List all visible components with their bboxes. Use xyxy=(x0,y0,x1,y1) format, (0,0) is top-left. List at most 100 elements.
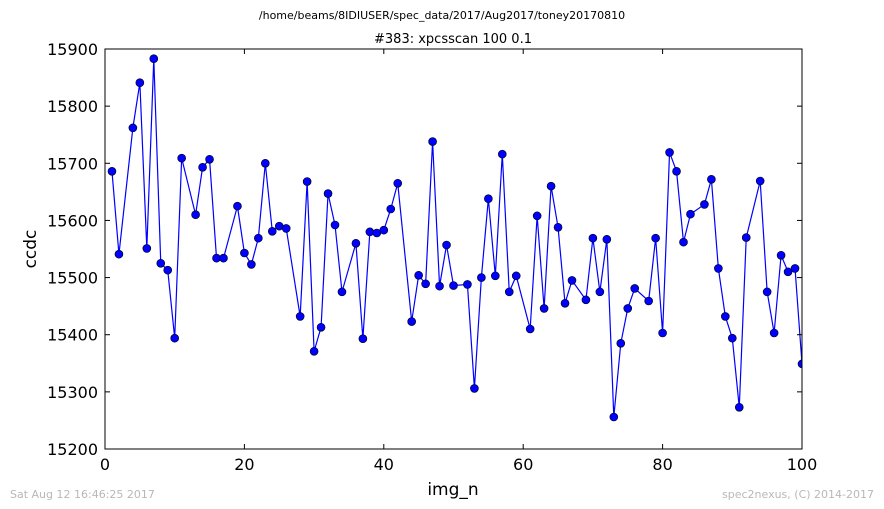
data-point xyxy=(324,190,332,198)
data-point xyxy=(366,228,374,236)
series-line xyxy=(112,59,802,417)
data-point xyxy=(331,221,339,229)
data-point xyxy=(617,339,625,347)
data-point xyxy=(589,234,597,242)
data-point xyxy=(631,284,639,292)
data-point xyxy=(463,280,471,288)
y-tick-label: 15500 xyxy=(47,269,98,288)
data-point xyxy=(443,241,451,249)
data-point xyxy=(296,312,304,320)
data-point xyxy=(261,159,269,167)
y-tick-label: 15700 xyxy=(47,154,98,173)
data-point xyxy=(561,299,569,307)
data-point xyxy=(652,234,660,242)
figure-supertitle: /home/beams/8IDIUSER/spec_data/2017/Aug2… xyxy=(259,9,625,22)
data-point xyxy=(735,403,743,411)
data-point xyxy=(303,178,311,186)
data-point xyxy=(728,334,736,342)
x-tick-label: 0 xyxy=(100,455,110,474)
x-axis-label: img_n xyxy=(427,480,478,500)
data-point xyxy=(756,177,764,185)
data-point xyxy=(136,79,144,87)
data-point xyxy=(115,250,123,258)
plot-frame xyxy=(105,49,802,449)
y-tick-label: 15300 xyxy=(47,383,98,402)
data-point xyxy=(491,272,499,280)
chart-title: #383: xpcsscan 100 0.1 xyxy=(374,32,532,47)
data-point xyxy=(533,212,541,220)
data-point xyxy=(477,274,485,282)
y-tick-label: 15800 xyxy=(47,97,98,116)
footer-timestamp: Sat Aug 12 16:46:25 2017 xyxy=(10,488,155,501)
data-point xyxy=(540,304,548,312)
data-point xyxy=(554,223,562,231)
x-tick-label: 100 xyxy=(787,455,818,474)
data-point xyxy=(526,325,534,333)
data-point xyxy=(192,211,200,219)
data-point xyxy=(429,138,437,146)
y-tick-label: 15900 xyxy=(47,40,98,59)
y-axis-label: ccdc xyxy=(21,230,41,269)
data-point xyxy=(484,195,492,203)
data-point xyxy=(240,249,248,257)
data-point xyxy=(721,312,729,320)
data-point xyxy=(394,179,402,187)
data-point xyxy=(505,288,513,296)
data-point xyxy=(317,323,325,331)
data-point xyxy=(219,254,227,262)
x-tick-label: 40 xyxy=(374,455,394,474)
data-point xyxy=(714,264,722,272)
y-tick-label: 15400 xyxy=(47,326,98,345)
data-point xyxy=(666,148,674,156)
data-point xyxy=(596,288,604,296)
x-tick-label: 60 xyxy=(513,455,533,474)
data-point xyxy=(700,200,708,208)
data-point xyxy=(707,175,715,183)
x-tick-label: 80 xyxy=(652,455,672,474)
data-point xyxy=(338,288,346,296)
data-point xyxy=(673,167,681,175)
data-point xyxy=(770,329,778,337)
data-point xyxy=(680,238,688,246)
data-point xyxy=(408,318,416,326)
footer-credit: spec2nexus, (C) 2014-2017 xyxy=(722,488,874,501)
data-point xyxy=(470,384,478,392)
data-point xyxy=(763,288,771,296)
data-point xyxy=(686,210,694,218)
data-point xyxy=(777,251,785,259)
data-point xyxy=(547,182,555,190)
data-point xyxy=(282,224,290,232)
data-point xyxy=(791,264,799,272)
data-point xyxy=(380,226,388,234)
data-point xyxy=(568,276,576,284)
data-point xyxy=(268,227,276,235)
data-point xyxy=(450,282,458,290)
chart-figure: /home/beams/8IDIUSER/spec_data/2017/Aug2… xyxy=(0,0,884,509)
data-point xyxy=(624,304,632,312)
data-point xyxy=(610,413,618,421)
y-tick-label: 15200 xyxy=(47,440,98,459)
data-point xyxy=(659,329,667,337)
data-point xyxy=(415,271,423,279)
data-point xyxy=(645,297,653,305)
data-point xyxy=(422,280,430,288)
data-point xyxy=(498,150,506,158)
data-point xyxy=(512,272,520,280)
data-point xyxy=(157,259,165,267)
data-point xyxy=(247,260,255,268)
data-point xyxy=(387,205,395,213)
data-point xyxy=(143,244,151,252)
data-point xyxy=(352,239,360,247)
axis-ticks-layer: 0 20 40 60 80 1001520015300154001550015600157… xyxy=(47,40,817,474)
data-point xyxy=(742,234,750,242)
plot-series-layer xyxy=(108,55,806,421)
data-point xyxy=(233,202,241,210)
data-point xyxy=(436,282,444,290)
data-point xyxy=(206,155,214,163)
data-point xyxy=(178,154,186,162)
data-point xyxy=(150,55,158,63)
data-point xyxy=(129,124,137,132)
data-point xyxy=(171,334,179,342)
data-point xyxy=(254,234,262,242)
data-point xyxy=(310,347,318,355)
